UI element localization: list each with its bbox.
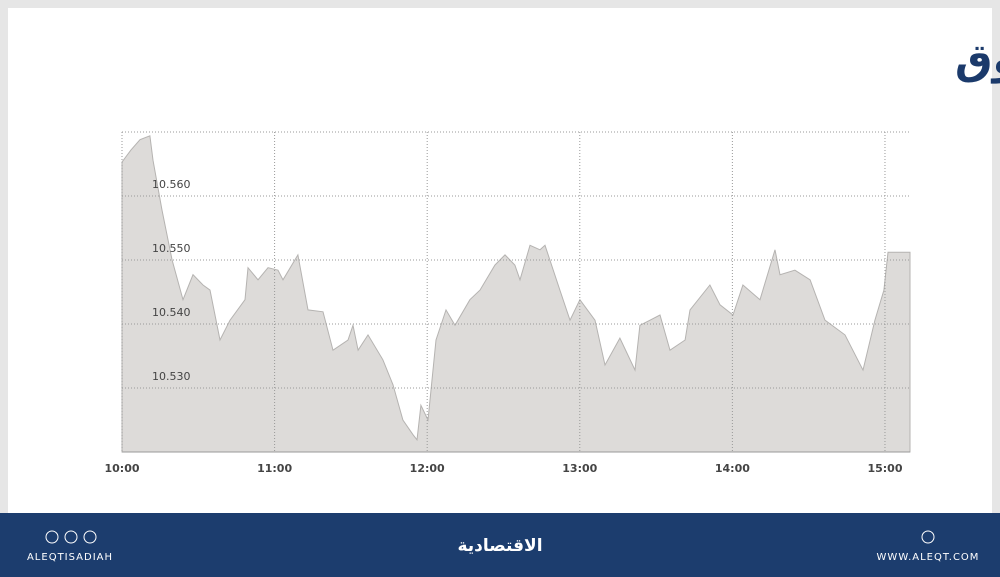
x-tick-label: 13:00 bbox=[562, 462, 597, 475]
chart-title: مؤشر السوق bbox=[955, 35, 1000, 85]
x-tick-label: 15:00 bbox=[867, 462, 902, 475]
footer-website: WWW.ALEQT.COM bbox=[877, 552, 980, 563]
area bbox=[121, 135, 911, 453]
social-icons bbox=[45, 530, 935, 544]
x-tick-label: 12:00 bbox=[410, 462, 445, 475]
y-tick-label: 10.560 bbox=[152, 178, 191, 191]
x-tick-label: 11:00 bbox=[257, 462, 292, 475]
y-tick-label: 10.550 bbox=[152, 242, 191, 255]
x-tick-label: 14:00 bbox=[715, 462, 750, 475]
footer-handle: ALEQTISADIAH bbox=[27, 552, 113, 563]
y-tick-label: 10.530 bbox=[152, 370, 191, 383]
footer-brand: الاقتصادية bbox=[457, 536, 542, 556]
y-tick-label: 10.540 bbox=[152, 306, 191, 319]
footer-bar bbox=[0, 513, 1000, 577]
x-tick-label: 10:00 bbox=[104, 462, 139, 475]
